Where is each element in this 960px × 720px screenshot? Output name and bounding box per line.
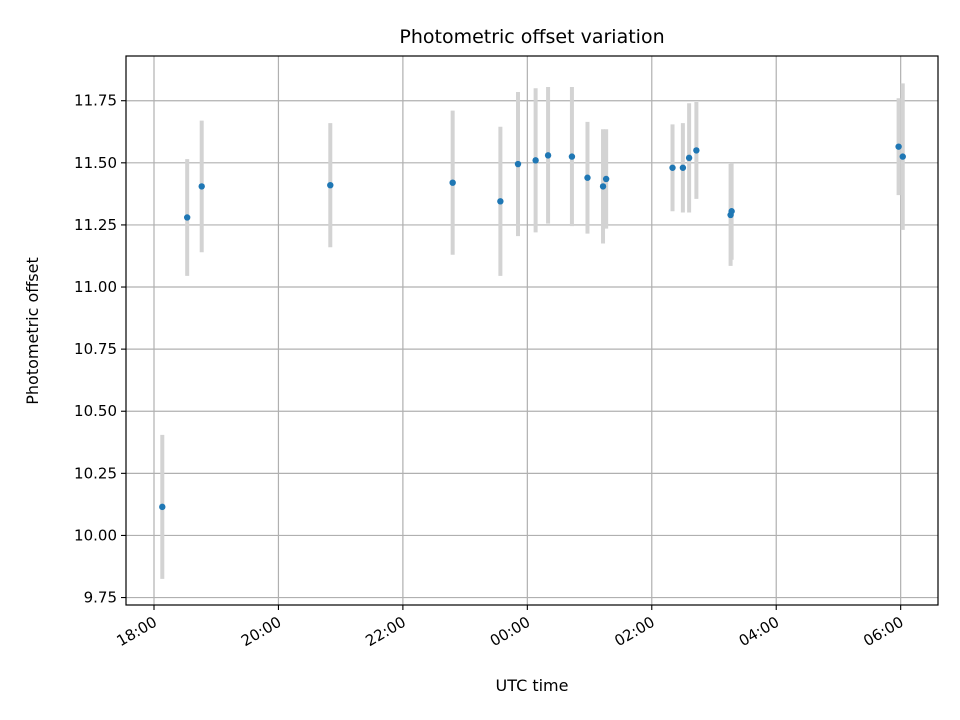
y-tick-label: 11.25 — [74, 216, 117, 234]
data-point — [693, 147, 700, 154]
data-point — [669, 164, 676, 171]
y-tick-label: 10.75 — [74, 340, 117, 358]
y-tick-label: 10.50 — [74, 402, 117, 420]
data-point — [685, 154, 693, 162]
data-point — [544, 152, 552, 159]
data-point — [532, 157, 539, 164]
x-axis-label: UTC time — [496, 676, 569, 695]
data-point — [159, 503, 166, 511]
data-point — [602, 175, 610, 183]
data-point — [584, 174, 591, 181]
chart-title: Photometric offset variation — [399, 26, 664, 48]
data-point — [568, 153, 576, 160]
y-tick-label: 9.75 — [84, 589, 117, 607]
data-point — [514, 160, 522, 168]
y-axis-label: Photometric offset — [23, 257, 42, 405]
y-axis-ticks: 9.75 10.00 10.25 10.50 10.75 11.00 11.25 11.50 1… — [74, 92, 126, 607]
y-tick-label: 11.50 — [74, 154, 117, 172]
grid — [126, 56, 938, 605]
data-point — [728, 208, 735, 215]
data-point — [679, 164, 687, 171]
plot-frame — [125, 55, 939, 606]
data-point — [899, 153, 906, 160]
y-tick-label: 11.75 — [74, 92, 117, 110]
y-tick-label: 11.00 — [74, 278, 117, 296]
data-point — [895, 143, 902, 150]
y-tick-label: 10.00 — [74, 526, 117, 544]
data-points — [159, 143, 906, 511]
data-point — [198, 183, 205, 190]
data-point — [449, 179, 456, 186]
data-point — [599, 183, 607, 190]
data-point — [183, 214, 191, 221]
y-tick-label: 10.25 — [74, 464, 117, 482]
data-point — [497, 198, 504, 205]
data-point — [327, 181, 334, 189]
